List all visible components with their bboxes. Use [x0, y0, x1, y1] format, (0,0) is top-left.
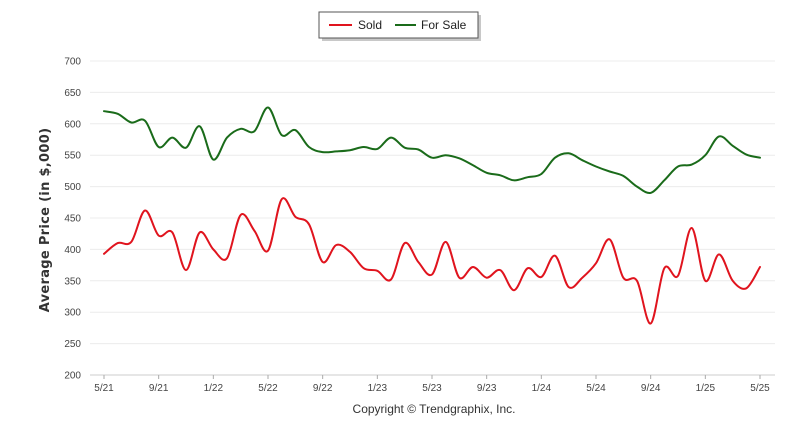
y-tick-label: 250: [64, 339, 81, 350]
y-tick-label: 500: [64, 182, 81, 193]
copyright-text: Copyright © Trendgraphix, Inc.: [353, 402, 516, 416]
y-tick-label: 400: [64, 245, 81, 256]
y-axis-title: Average Price (in $,000): [38, 128, 53, 313]
gridlines: [90, 60, 775, 376]
x-tick-label: 1/25: [696, 383, 716, 394]
y-tick-label: 300: [64, 308, 81, 319]
x-tick-label: 5/24: [586, 383, 606, 394]
x-tick-label: 9/21: [149, 383, 169, 394]
x-tick-label: 5/21: [94, 383, 114, 394]
y-tick-label: 650: [64, 88, 81, 99]
x-tick-label: 9/22: [313, 383, 333, 394]
y-tick-label: 200: [64, 371, 81, 382]
legend-label-sold: Sold: [358, 18, 382, 32]
y-axis: 200 250 300 350 400 450 500 550 600 650 700: [64, 57, 81, 382]
x-tick-label: 9/23: [477, 383, 497, 394]
legend: Sold For Sale: [318, 11, 481, 41]
x-tick-label: 5/22: [258, 383, 278, 394]
series-line-for-sale: [103, 106, 761, 195]
x-tick-label: 1/22: [204, 383, 224, 394]
y-tick-label: 700: [64, 57, 81, 68]
series-lines: [103, 106, 761, 325]
series-line-sold: [103, 197, 761, 325]
x-tick-label: 1/23: [368, 383, 388, 394]
x-tick-label: 1/24: [532, 383, 552, 394]
x-axis: 5/21 9/21 1/22 5/22 9/22 1/23 5/23 9/23 1/24 5/24…: [94, 375, 770, 394]
x-tick-label: 9/24: [641, 383, 661, 394]
y-tick-label: 450: [64, 214, 81, 225]
y-tick-label: 350: [64, 276, 81, 287]
y-tick-label: 600: [64, 119, 81, 130]
x-tick-label: 5/25: [750, 383, 770, 394]
legend-label-for-sale: For Sale: [421, 18, 467, 32]
x-tick-label: 5/23: [422, 383, 442, 394]
y-tick-label: 550: [64, 151, 81, 162]
